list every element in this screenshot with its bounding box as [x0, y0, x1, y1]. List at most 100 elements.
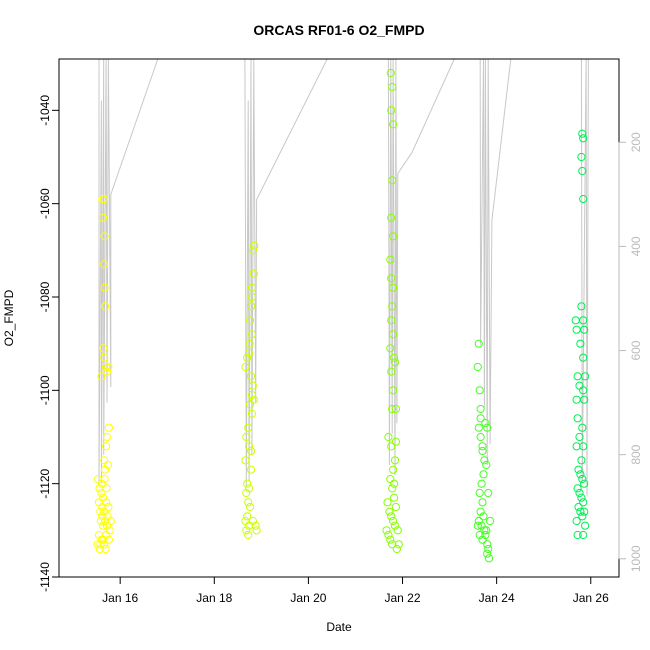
data-point-series-4: [477, 479, 486, 488]
data-point-series-3: [388, 404, 397, 414]
data-point-series-5: [580, 507, 589, 516]
point-layer: [93, 68, 590, 563]
data-point-series-5: [581, 372, 590, 381]
y-tick-label: -1120: [38, 468, 52, 498]
x-tick-label: Jan 20: [290, 591, 326, 605]
data-point-series-3: [394, 540, 403, 549]
data-point-series-2: [247, 292, 256, 302]
data-point-series-2: [241, 456, 250, 465]
data-point-series-2: [252, 526, 261, 535]
data-point-series-1: [104, 423, 114, 432]
data-point-series-1: [98, 512, 107, 521]
data-point-series-3: [386, 474, 395, 484]
x-tick-label: Jan 24: [479, 591, 515, 605]
data-point-series-4: [486, 516, 495, 526]
data-point-series-5: [578, 474, 587, 484]
data-point-series-3: [386, 344, 395, 353]
data-point-series-5: [575, 488, 584, 498]
data-point-series-1: [104, 535, 114, 544]
data-point-series-1: [100, 232, 109, 241]
data-point-series-5: [572, 395, 581, 404]
data-point-series-5: [574, 502, 583, 512]
data-point-series-2: [246, 372, 256, 381]
data-point-series-1: [99, 521, 108, 530]
secondary-tick-label: 200: [629, 132, 643, 152]
data-point-series-3: [388, 82, 397, 92]
data-point-series-5: [579, 386, 588, 395]
secondary-tick-label: 800: [629, 444, 643, 464]
data-point-series-1: [96, 540, 105, 549]
data-point-series-4: [482, 460, 491, 470]
data-point-series-3: [390, 456, 400, 465]
data-point-series-5: [572, 516, 581, 526]
data-point-series-4: [483, 540, 492, 549]
data-point-series-1: [96, 507, 105, 516]
y-tick-label: -1040: [38, 95, 52, 126]
data-point-series-4: [479, 512, 488, 521]
data-point-series-4: [476, 414, 485, 423]
data-point-series-5: [579, 316, 588, 325]
secondary-y-axis: 200 400 600 800 1000: [618, 132, 643, 572]
data-point-series-4: [482, 526, 491, 535]
chart-title: ORCAS RF01-6 O2_FMPD: [253, 22, 424, 38]
data-point-series-1: [97, 372, 106, 381]
data-point-series-4: [475, 386, 484, 395]
data-point-series-5: [572, 442, 581, 451]
data-point-series-4: [474, 423, 483, 432]
data-point-series-4: [478, 446, 487, 456]
y-axis-title: O2_FMPD: [2, 289, 16, 346]
data-point-series-5: [579, 442, 588, 451]
data-point-series-4: [485, 554, 494, 563]
data-point-series-5: [572, 325, 581, 334]
data-point-series-4: [473, 362, 482, 372]
data-point-series-3: [386, 255, 395, 264]
data-point-series-4: [477, 521, 486, 530]
data-point-series-5: [576, 470, 585, 479]
data-point-series-3: [388, 484, 397, 493]
data-point-series-2: [248, 246, 257, 255]
data-point-series-5: [574, 465, 583, 474]
data-point-series-4: [475, 488, 484, 498]
data-point-series-3: [386, 535, 395, 544]
data-point-series-3: [390, 521, 400, 530]
data-point-series-3: [385, 507, 394, 516]
data-point-series-1: [100, 540, 109, 549]
data-point-series-5: [578, 129, 587, 138]
data-point-series-2: [245, 442, 254, 451]
data-point-series-1: [97, 488, 106, 498]
data-point-series-5: [571, 316, 580, 325]
data-point-series-2: [242, 488, 251, 498]
data-point-series-2: [248, 381, 257, 390]
y-tick-label: -1100: [38, 375, 52, 405]
data-point-series-3: [387, 512, 396, 521]
data-point-series-2: [241, 362, 250, 372]
data-point-series-5: [579, 530, 588, 540]
data-point-series-2: [246, 316, 255, 325]
data-point-series-5: [578, 512, 587, 521]
data-point-series-1: [102, 432, 112, 442]
data-point-series-3: [387, 442, 396, 451]
y-axis: -1140 -1120 -1100 -1080 -1060 -1040: [38, 95, 60, 592]
data-point-series-2: [246, 502, 255, 512]
data-point-series-1: [100, 353, 109, 362]
data-point-series-3: [384, 530, 393, 540]
data-point-series-2: [241, 516, 250, 526]
data-point-series-1: [101, 465, 110, 474]
data-point-series-2: [249, 269, 258, 278]
data-point-series-5: [577, 152, 586, 162]
data-point-series-1: [99, 344, 108, 353]
data-point-series-2: [242, 432, 251, 442]
data-point-series-3: [390, 493, 399, 502]
data-point-series-3: [389, 232, 398, 241]
x-tick-label: Jan 26: [573, 591, 609, 605]
y-tick-label: -1080: [38, 281, 52, 312]
data-point-series-2: [247, 409, 256, 418]
data-point-series-4: [484, 488, 493, 498]
data-point-series-5: [578, 166, 587, 176]
data-point-series-5: [580, 325, 589, 334]
data-point-series-3: [391, 404, 400, 414]
data-point-series-2: [246, 446, 256, 456]
data-point-series-1: [102, 367, 112, 376]
data-point-series-3: [389, 516, 398, 526]
